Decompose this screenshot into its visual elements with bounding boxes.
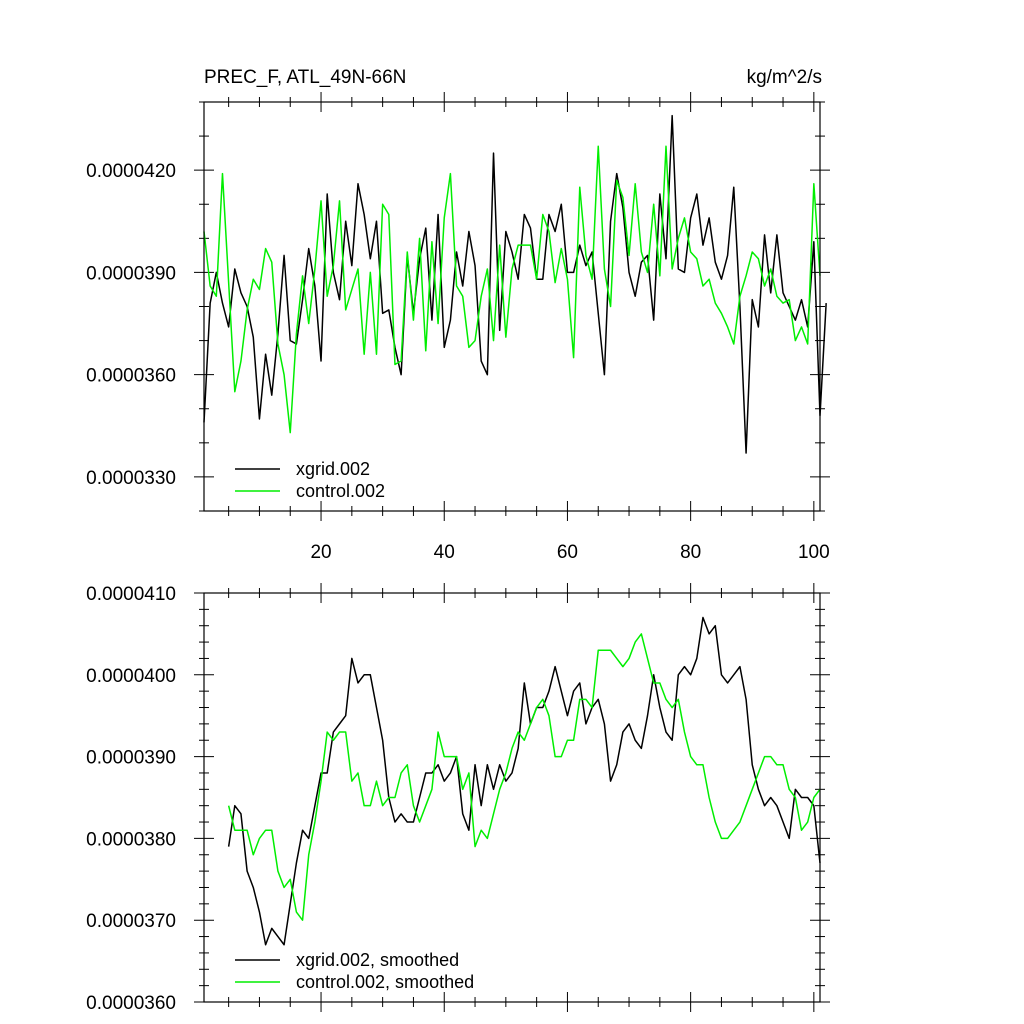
legend-label-control: control.002 xyxy=(296,481,385,501)
y-tick-label: 0.0000400 xyxy=(86,666,176,687)
chart-title: PREC_F, ATL_49N-66N xyxy=(204,67,406,88)
top-chart-panel: PREC_F, ATL_49N-66N kg/m^2/s 0.0000330 0… xyxy=(86,67,830,563)
top-plot-frame xyxy=(203,101,821,512)
series-line-control xyxy=(227,633,821,921)
bottom-tick-marks xyxy=(194,583,830,1012)
top-tick-marks xyxy=(194,92,830,521)
top-series-lines xyxy=(203,114,827,454)
top-y-tick-labels: 0.0000330 0.0000360 0.0000390 0.0000420 xyxy=(86,161,176,489)
y-tick-label: 0.0000390 xyxy=(86,748,176,769)
x-tick-label: 60 xyxy=(557,542,578,563)
series-line-xgrid xyxy=(227,616,821,946)
y-tick-label: 0.0000410 xyxy=(86,584,176,605)
series-line-control xyxy=(203,145,821,434)
x-tick-label: 80 xyxy=(680,542,701,563)
legend-label-xgrid-smoothed: xgrid.002, smoothed xyxy=(296,950,459,970)
top-x-tick-labels: 20 40 60 80 100 xyxy=(310,542,829,563)
y-tick-label: 0.0000380 xyxy=(86,829,176,850)
bottom-legend: xgrid.002, smoothed control.002, smoothe… xyxy=(235,950,474,992)
bottom-plot-frame xyxy=(203,592,821,1003)
bottom-chart-panel: 0.0000360 0.0000370 0.0000380 0.0000390 … xyxy=(86,583,830,1014)
x-tick-label: 40 xyxy=(434,542,455,563)
y-tick-label: 0.0000420 xyxy=(86,161,176,182)
y-tick-label: 0.0000390 xyxy=(86,263,176,284)
legend-label-xgrid: xgrid.002 xyxy=(296,459,370,479)
y-tick-label: 0.0000360 xyxy=(86,993,176,1014)
legend-label-control-smoothed: control.002, smoothed xyxy=(296,972,474,992)
units-label: kg/m^2/s xyxy=(747,67,822,88)
y-tick-label: 0.0000360 xyxy=(86,366,176,387)
x-tick-label: 100 xyxy=(798,542,830,563)
series-line-xgrid xyxy=(203,114,827,454)
y-tick-label: 0.0000370 xyxy=(86,911,176,932)
bottom-y-tick-labels: 0.0000360 0.0000370 0.0000380 0.0000390 … xyxy=(86,584,176,1014)
top-legend: xgrid.002 control.002 xyxy=(235,459,385,501)
x-tick-label: 20 xyxy=(310,542,331,563)
bottom-series-lines xyxy=(227,616,821,946)
y-tick-label: 0.0000330 xyxy=(86,468,176,489)
